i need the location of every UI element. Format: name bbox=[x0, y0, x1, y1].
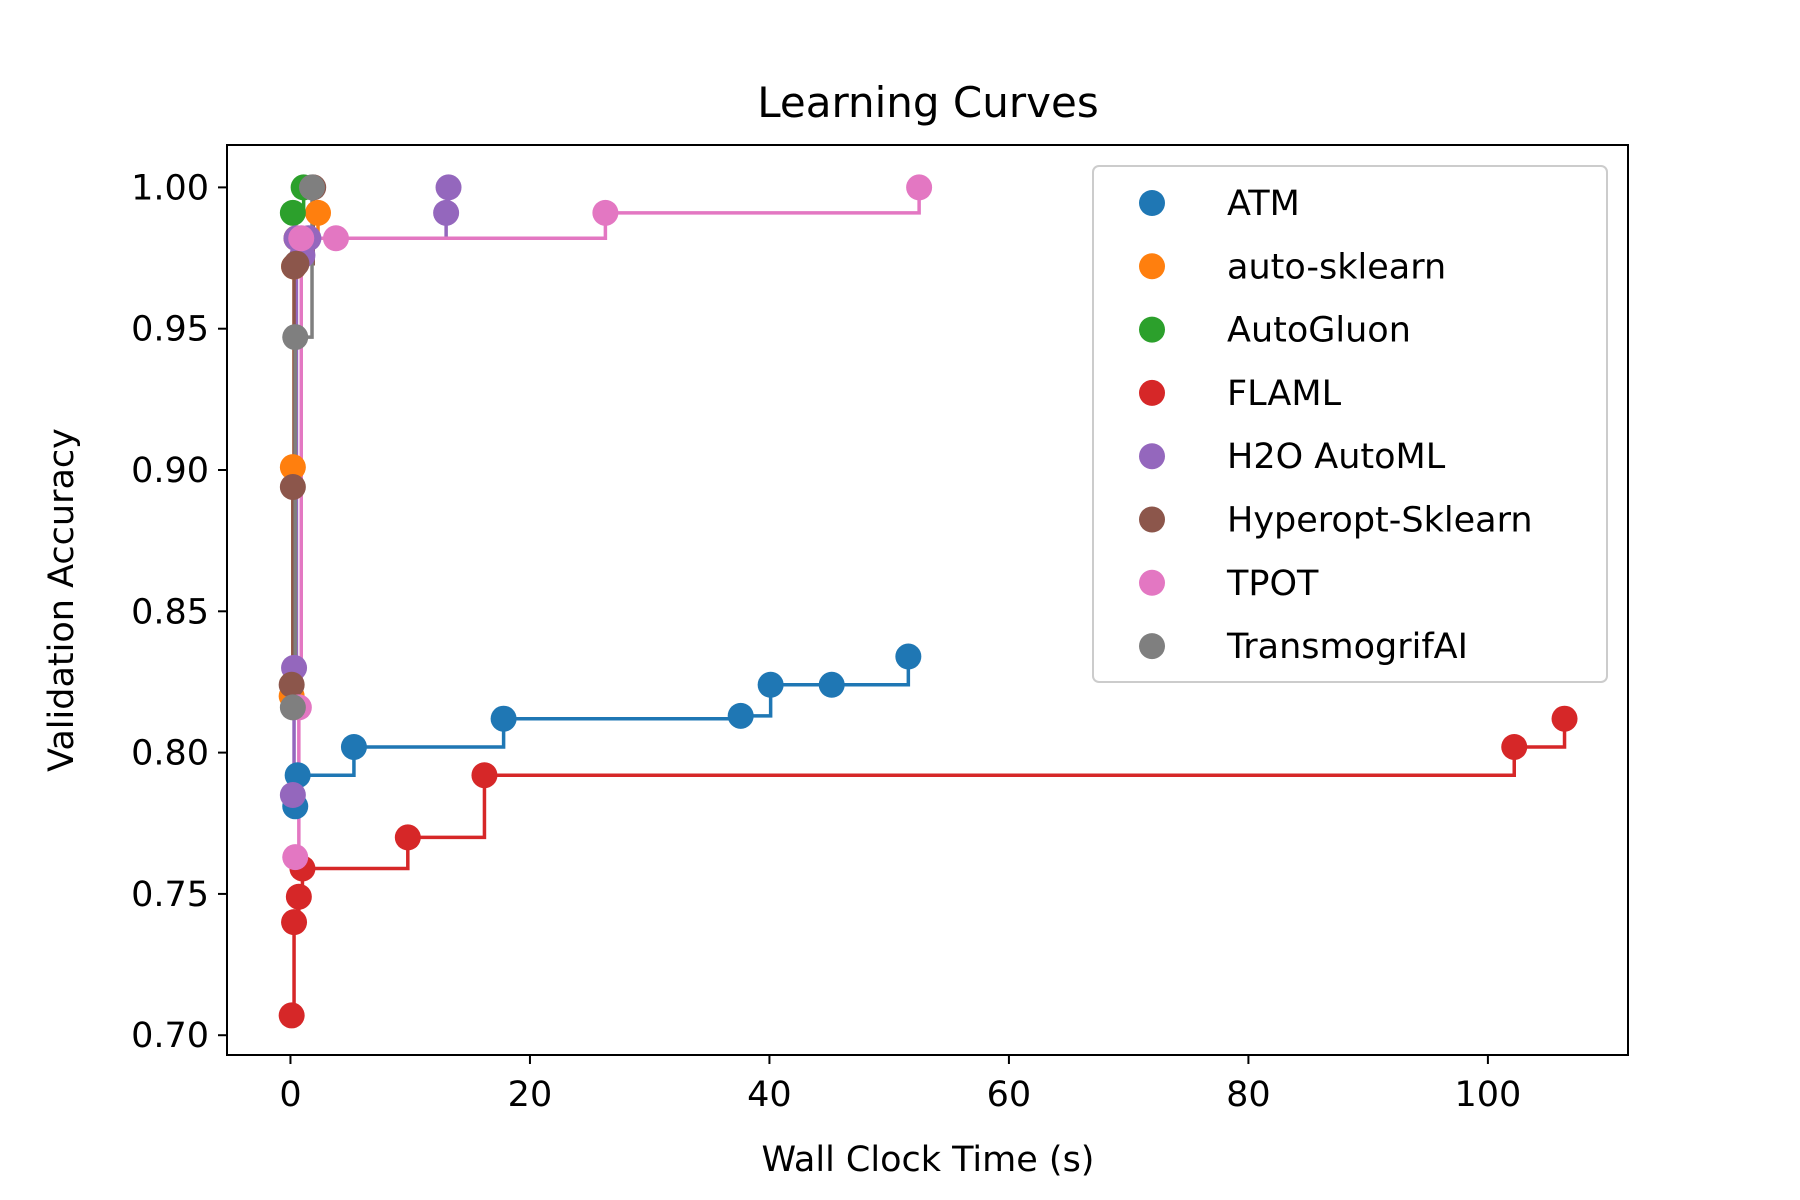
y-tick-label: 0.70 bbox=[131, 1016, 209, 1056]
y-tick-label: 0.85 bbox=[131, 592, 209, 632]
data-point-h2o-automl bbox=[435, 174, 462, 201]
data-point-autogluon bbox=[279, 199, 306, 226]
chart-title: Learning Curves bbox=[757, 78, 1098, 127]
data-point-flaml bbox=[394, 824, 421, 851]
plot-area bbox=[278, 174, 1578, 1029]
legend-label-autogluon: AutoGluon bbox=[1227, 311, 1411, 351]
y-tick-label: 0.90 bbox=[131, 451, 209, 491]
x-axis-label: Wall Clock Time (s) bbox=[762, 1140, 1095, 1180]
series-line-h2o-automl bbox=[292, 187, 451, 797]
series-line-atm bbox=[295, 656, 911, 809]
data-point-hyperopt-sklearn bbox=[278, 671, 305, 698]
data-point-tpot bbox=[906, 174, 933, 201]
data-point-atm bbox=[490, 705, 517, 732]
data-point-h2o-automl bbox=[279, 782, 306, 808]
legend-label-hyperopt-sklearn: Hyperopt-Sklearn bbox=[1227, 501, 1533, 541]
data-point-atm bbox=[340, 733, 367, 760]
plot-frame bbox=[226, 144, 1629, 1056]
legend-marker-atm bbox=[1139, 190, 1165, 216]
y-tick-label: 0.95 bbox=[131, 310, 209, 350]
x-tick-label: 80 bbox=[1226, 1075, 1271, 1115]
data-point-tpot bbox=[282, 844, 309, 871]
data-point-flaml bbox=[1501, 733, 1528, 760]
series-line-tpot bbox=[295, 187, 921, 859]
legend-label-h2o-automl: H2O AutoML bbox=[1227, 437, 1446, 477]
y-axis-label: Validation Accuracy bbox=[42, 428, 82, 772]
legend-marker-transmogrifai bbox=[1139, 633, 1165, 660]
data-point-auto-sklearn bbox=[305, 199, 332, 226]
data-point-tpot bbox=[592, 199, 619, 226]
x-tick-label: 20 bbox=[508, 1075, 553, 1115]
data-point-tpot bbox=[288, 225, 315, 252]
data-point-tpot bbox=[322, 225, 349, 252]
data-point-transmogrifai bbox=[299, 174, 326, 201]
data-point-hyperopt-sklearn bbox=[283, 250, 310, 277]
data-point-flaml bbox=[278, 1002, 305, 1029]
data-point-atm bbox=[818, 671, 845, 698]
legend-label-transmogrifai: TransmogrifAI bbox=[1226, 627, 1468, 667]
legend-marker-autogluon bbox=[1139, 316, 1165, 343]
legend: ATM auto-sklearn AutoGluon FLAML H2O AutoML H… bbox=[1092, 165, 1608, 683]
legend-label-tpot: TPOT bbox=[1226, 564, 1319, 604]
legend-label-auto-sklearn: auto-sklearn bbox=[1227, 247, 1446, 287]
y-tick-label: 0.75 bbox=[131, 875, 209, 915]
legend-marker-tpot bbox=[1139, 569, 1165, 596]
x-tick-label: 100 bbox=[1454, 1075, 1521, 1115]
legend-box bbox=[1092, 165, 1608, 683]
legend-marker-h2o-automl bbox=[1139, 443, 1165, 470]
legend-label-atm: ATM bbox=[1227, 184, 1300, 224]
data-point-atm bbox=[895, 643, 922, 670]
data-point-flaml bbox=[285, 883, 312, 910]
data-point-h2o-automl bbox=[433, 199, 460, 226]
y-tick-label: 0.80 bbox=[131, 734, 209, 774]
data-point-transmogrifai bbox=[279, 694, 306, 721]
axis-ticks: 0 20 40 60 80 100 0.70 0.75 0.80 0.85 0.90 0.95 1.00 bbox=[131, 168, 1521, 1115]
legend-marker-hyperopt-sklearn bbox=[1139, 506, 1165, 533]
data-point-flaml bbox=[471, 762, 498, 789]
data-point-atm bbox=[727, 702, 754, 729]
legend-label-flaml: FLAML bbox=[1227, 374, 1342, 414]
legend-marker-auto-sklearn bbox=[1139, 253, 1165, 280]
data-point-atm bbox=[757, 671, 784, 698]
data-point-hyperopt-sklearn bbox=[279, 473, 306, 500]
data-point-atm bbox=[284, 762, 311, 789]
data-point-flaml bbox=[281, 909, 308, 936]
legend-marker-flaml bbox=[1139, 379, 1165, 406]
data-point-flaml bbox=[1551, 705, 1578, 732]
data-point-transmogrifai bbox=[282, 324, 309, 351]
x-tick-label: 60 bbox=[987, 1075, 1032, 1115]
data-point-auto-sklearn bbox=[279, 454, 306, 481]
y-tick-label: 1.00 bbox=[131, 168, 209, 208]
x-tick-label: 0 bbox=[279, 1075, 301, 1115]
x-tick-label: 40 bbox=[747, 1075, 792, 1115]
